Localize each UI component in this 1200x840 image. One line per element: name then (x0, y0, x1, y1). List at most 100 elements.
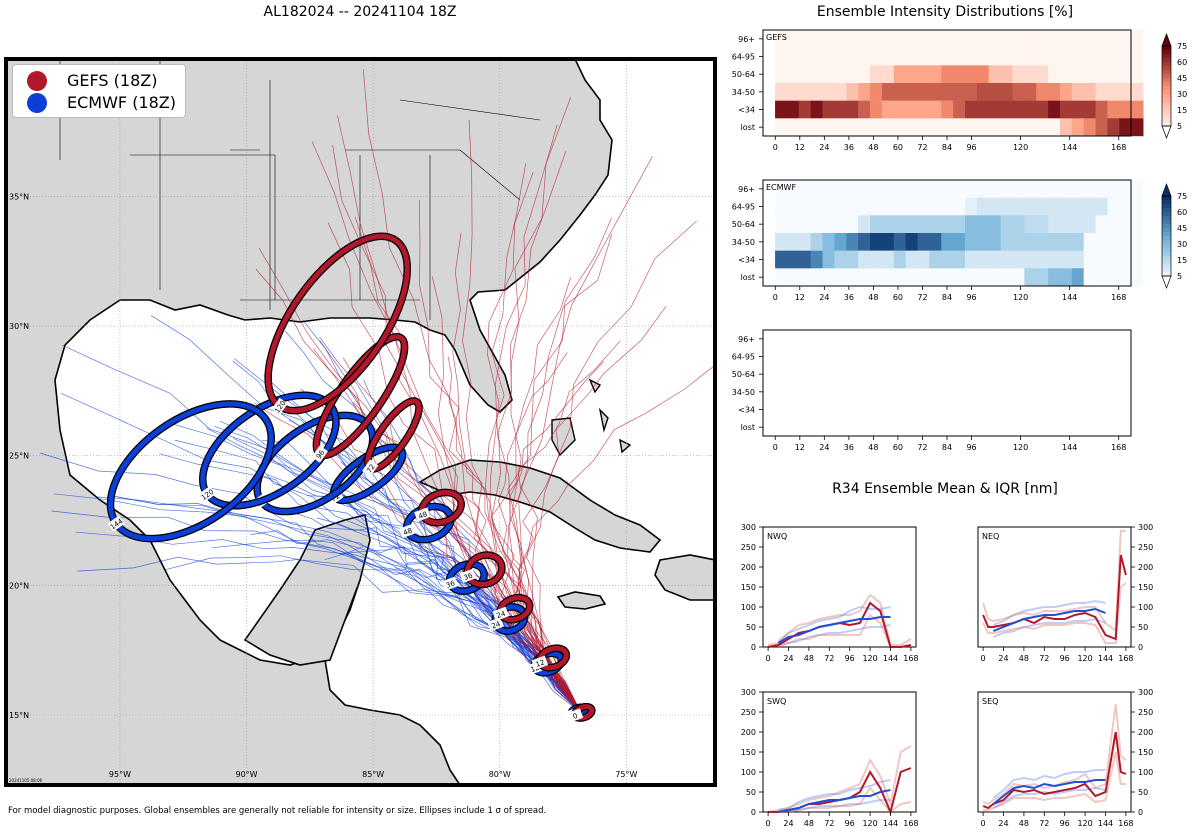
ecmwf-iqr-high (992, 769, 1106, 799)
heat-cell (881, 250, 895, 269)
heat-cell (1048, 47, 1061, 66)
heat-cell (965, 83, 978, 101)
heat-cell (834, 268, 847, 287)
heat-cell (941, 268, 954, 287)
ensemble-track (362, 68, 582, 713)
ellipse-label-bg (459, 568, 477, 583)
heat-cell (1095, 268, 1108, 287)
heat-cell (1071, 233, 1085, 251)
heat-cell (834, 83, 847, 101)
heat-cell (798, 118, 812, 137)
ecmwf-iqr-low (778, 799, 891, 813)
colorbar: 75 60 45 30 15 5 (1161, 33, 1187, 139)
heat-cell (941, 197, 954, 216)
land-yucatan (243, 514, 371, 666)
heat-cell (1107, 250, 1120, 269)
r34-y-label: 250 (741, 543, 756, 552)
ecmwf-legend-label: ECMWF (18Z) (67, 93, 176, 112)
heat-cell (1059, 180, 1073, 198)
map-lat-label: 35°N (9, 192, 29, 201)
heat-cell (798, 65, 812, 84)
heat-cell (988, 268, 1002, 287)
heat-cell (1095, 197, 1108, 216)
heat-x-label: 12 (795, 443, 805, 452)
r34-x-label: 96 (1060, 819, 1070, 828)
heat-cell (976, 268, 990, 287)
r34-y-label: 250 (1138, 543, 1153, 552)
heat-cell (822, 268, 835, 287)
heat-x-label: 48 (868, 143, 878, 152)
colorbar-swatch (1162, 272, 1171, 277)
land-jamaica (556, 591, 607, 610)
heat-cell (1131, 30, 1144, 48)
map-legend[interactable]: GEFS (18Z) ECMWF (18Z) (12, 64, 186, 118)
heat-cell (953, 118, 966, 137)
r34-y-label: 150 (741, 748, 756, 757)
heat-cell (976, 65, 990, 84)
heat-cell (1048, 250, 1061, 269)
r34-y-label: 300 (741, 523, 756, 532)
heat-cell (1000, 30, 1013, 48)
heat-cell (846, 197, 859, 216)
heat-cell (976, 215, 990, 234)
colorbar-swatch (1162, 248, 1171, 253)
heat-cell (1083, 215, 1096, 234)
heat-cell (941, 30, 954, 48)
heat-cell (1024, 233, 1037, 251)
heat-cell (1083, 268, 1096, 287)
heat-cell (775, 100, 788, 119)
heat-cell (965, 47, 978, 66)
heat-x-label: 84 (942, 143, 952, 152)
heat-cell (976, 197, 990, 216)
heat-cell (988, 233, 1002, 251)
gefs-iqr-high (982, 530, 1126, 633)
heat-cell (965, 233, 978, 251)
r34-x-label: 120 (862, 819, 877, 828)
heat-cell (881, 65, 895, 84)
heat-cell (941, 83, 954, 101)
heat-cell (1000, 83, 1013, 101)
heat-cell (965, 268, 978, 287)
heat-cell (786, 118, 800, 137)
r34-x-label: 96 (845, 819, 855, 828)
colorbar-swatch (1162, 62, 1171, 67)
heat-cell (798, 268, 812, 287)
heat-cell (1024, 30, 1037, 48)
ecmwf-intensity: 96+ 64-95 50-64 34-50 <34 lost 0 12 24 36 48 60 72 84… (732, 179, 1144, 302)
heat-cell (775, 65, 788, 84)
ensemble-track (510, 97, 582, 713)
heat-cell (1131, 197, 1144, 216)
heat-cell (941, 250, 954, 269)
heat-cell (810, 250, 823, 269)
r34-x-label: 144 (1098, 819, 1113, 828)
ecmwf-mean-line (992, 779, 1106, 805)
heat-cell (798, 30, 812, 48)
heat-cell (870, 118, 883, 137)
heat-cell (1071, 65, 1085, 84)
heat-cell (965, 197, 978, 216)
map-lon-label: 80°W (489, 770, 511, 779)
heat-cell (988, 30, 1002, 48)
heat-cell (905, 215, 918, 234)
heat-cell (786, 180, 800, 198)
ensemble-track (53, 493, 582, 713)
heat-cell (1131, 65, 1144, 84)
colorbar-swatch (1162, 260, 1171, 265)
heat-cell (1048, 197, 1061, 216)
heat-row-label: <34 (738, 256, 755, 265)
colorbar-frame (1161, 195, 1172, 277)
r34-panel-swq: SWQ 0 24 48 72 96 120 144 168 0 50 100 150 200 250 300 (741, 688, 919, 828)
heat-cell (1000, 268, 1013, 287)
heat-cell (893, 30, 907, 48)
ecmwf-mean-line (778, 789, 891, 813)
heat-cell (1107, 180, 1120, 198)
heat-cell (1012, 250, 1025, 269)
heat-cell (1012, 197, 1025, 216)
ecmwf-mean-line (777, 616, 891, 644)
heat-cell (798, 215, 812, 234)
heat-cell (786, 100, 800, 119)
map-axes: 95°W 90°W 85°W 80°W 75°W 35°N 30°N 25°N 20°N 15°N (9, 192, 638, 779)
r34-y-label: 250 (1138, 708, 1153, 717)
heat-cell (1071, 215, 1085, 234)
colorbar-swatch (1162, 122, 1171, 127)
